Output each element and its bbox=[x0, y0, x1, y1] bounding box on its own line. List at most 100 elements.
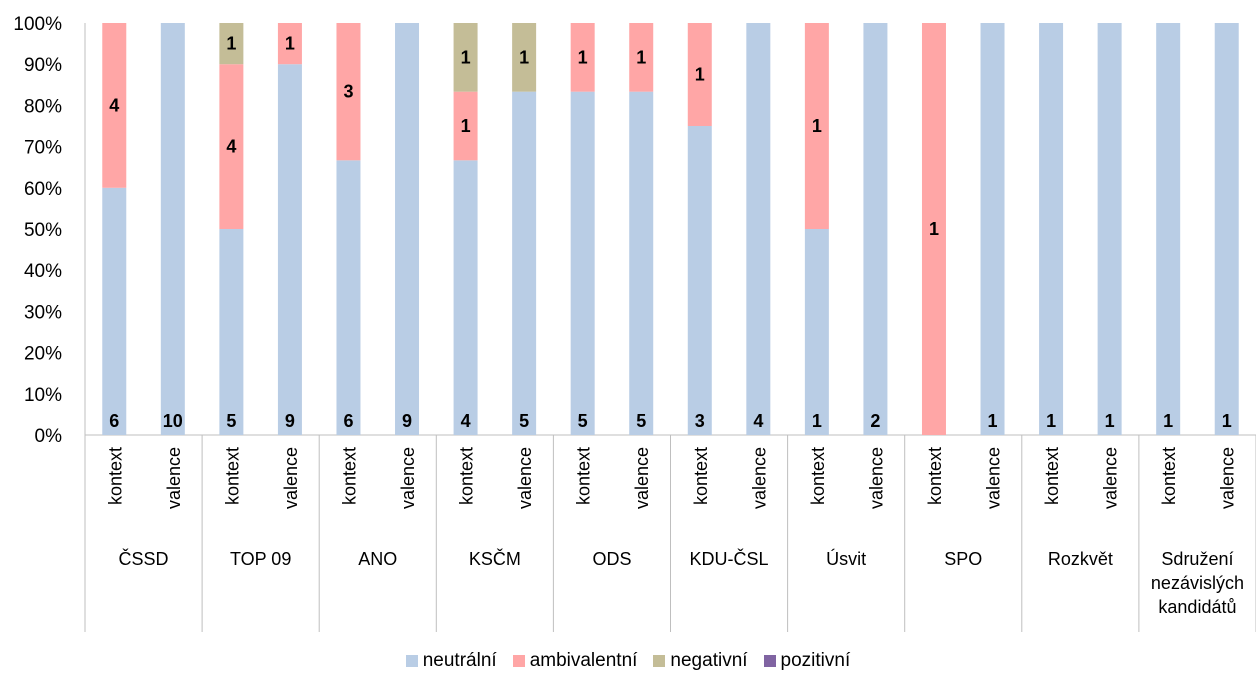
bar-segment bbox=[453, 91, 478, 161]
y-tick-label: 30% bbox=[24, 302, 62, 323]
x-tick-label: valence bbox=[1101, 447, 1121, 509]
legend-label: pozitivní bbox=[780, 650, 851, 671]
x-tick-label: valence bbox=[1218, 447, 1238, 509]
data-label: 1 bbox=[1105, 411, 1115, 431]
data-label: 9 bbox=[285, 411, 295, 431]
x-tick-label: valence bbox=[866, 447, 886, 509]
data-label: 5 bbox=[578, 411, 588, 431]
y-tick-label: 60% bbox=[24, 179, 62, 200]
x-tick-label: kontext bbox=[1042, 447, 1062, 505]
bar-segment bbox=[570, 91, 595, 436]
bar-segment bbox=[102, 187, 127, 435]
x-tick-label: kontext bbox=[222, 447, 242, 505]
data-label: 1 bbox=[1222, 411, 1232, 431]
data-label: 2 bbox=[870, 411, 880, 431]
bar-segment bbox=[512, 23, 537, 92]
x-tick-label: valence bbox=[164, 447, 184, 509]
data-label: 3 bbox=[695, 411, 705, 431]
legend-item: ambivalentní bbox=[512, 650, 638, 672]
bar-segment bbox=[1156, 23, 1181, 435]
data-label: 3 bbox=[343, 82, 353, 102]
data-label: 4 bbox=[109, 95, 119, 115]
y-tick-label: 0% bbox=[35, 426, 63, 447]
bar-segment bbox=[629, 23, 654, 92]
x-tick-label: kontext bbox=[925, 447, 945, 505]
x-tick-label: kontext bbox=[105, 447, 125, 505]
bar-segment bbox=[1039, 23, 1064, 435]
y-tick-label: 80% bbox=[24, 96, 62, 117]
y-tick-label: 20% bbox=[24, 344, 62, 365]
bar-segment bbox=[453, 23, 478, 92]
bar-segment bbox=[746, 23, 771, 435]
bar-segment bbox=[921, 23, 946, 435]
legend-label: neutrální bbox=[422, 650, 497, 671]
data-label: 10 bbox=[163, 411, 183, 431]
data-label: 4 bbox=[753, 411, 763, 431]
legend-label: negativní bbox=[670, 650, 748, 671]
data-label: 4 bbox=[461, 411, 471, 431]
data-label: 1 bbox=[1046, 411, 1056, 431]
bar-segment bbox=[687, 23, 712, 126]
legend-label: ambivalentní bbox=[529, 650, 638, 671]
group-label: Úsvit bbox=[826, 548, 866, 569]
group-label: Sdružení nezávislých kandidátů bbox=[1151, 549, 1244, 617]
x-tick-label: kontext bbox=[691, 447, 711, 505]
legend-item: pozitivní bbox=[763, 650, 851, 672]
data-label: 5 bbox=[519, 411, 529, 431]
data-label: 5 bbox=[226, 411, 236, 431]
x-tick-label: valence bbox=[281, 447, 301, 509]
x-tick-label: valence bbox=[632, 447, 652, 509]
y-tick-label: 90% bbox=[24, 55, 62, 76]
x-tick-label: kontext bbox=[808, 447, 828, 505]
data-label: 4 bbox=[226, 137, 236, 157]
bar-segment bbox=[219, 23, 244, 65]
group-label: KSČM bbox=[469, 548, 521, 569]
group-label: ODS bbox=[592, 549, 631, 569]
data-label: 1 bbox=[461, 116, 471, 136]
x-tick-label: kontext bbox=[574, 447, 594, 505]
group-label: TOP 09 bbox=[230, 549, 291, 569]
data-label: 1 bbox=[285, 34, 295, 54]
data-label: 1 bbox=[519, 47, 529, 67]
data-label: 1 bbox=[461, 47, 471, 67]
bar-segment bbox=[453, 160, 478, 436]
bar-segment bbox=[863, 23, 888, 435]
data-label: 1 bbox=[1163, 411, 1173, 431]
legend: neutrální ambivalentní negativní pozitivní bbox=[0, 650, 1256, 672]
bar-segment bbox=[687, 126, 712, 435]
x-tick-label: valence bbox=[749, 447, 769, 509]
bar-segment bbox=[570, 23, 595, 92]
data-label: 1 bbox=[695, 65, 705, 85]
bar-segment bbox=[102, 23, 127, 188]
data-label: 9 bbox=[402, 411, 412, 431]
bar-segment bbox=[804, 229, 829, 435]
bar-segment bbox=[336, 23, 361, 161]
y-tick-label: 100% bbox=[13, 14, 62, 35]
group-label: ČSSD bbox=[119, 548, 169, 569]
x-tick-label: kontext bbox=[339, 447, 359, 505]
bar-segment bbox=[219, 64, 244, 229]
legend-swatch bbox=[763, 655, 776, 667]
x-tick-label: kontext bbox=[457, 447, 477, 505]
group-label: KDU-ČSL bbox=[690, 548, 769, 569]
data-label: 1 bbox=[578, 47, 588, 67]
bar-segment bbox=[980, 23, 1005, 435]
group-label: Rozkvět bbox=[1048, 549, 1113, 569]
legend-swatch bbox=[405, 655, 418, 667]
data-label: 1 bbox=[812, 116, 822, 136]
y-tick-label: 50% bbox=[24, 220, 62, 241]
y-tick-label: 70% bbox=[24, 138, 62, 159]
bar-segment bbox=[395, 23, 420, 435]
y-tick-label: 40% bbox=[24, 261, 62, 282]
x-tick-label: kontext bbox=[1159, 447, 1179, 505]
data-label: 6 bbox=[343, 411, 353, 431]
bar-segment bbox=[277, 23, 302, 65]
data-label: 1 bbox=[226, 34, 236, 54]
data-label: 1 bbox=[636, 47, 646, 67]
bar-segment bbox=[1097, 23, 1122, 435]
data-label: 5 bbox=[636, 411, 646, 431]
bar-segment bbox=[629, 91, 654, 436]
legend-swatch bbox=[512, 655, 525, 667]
y-tick-label: 10% bbox=[24, 385, 62, 406]
